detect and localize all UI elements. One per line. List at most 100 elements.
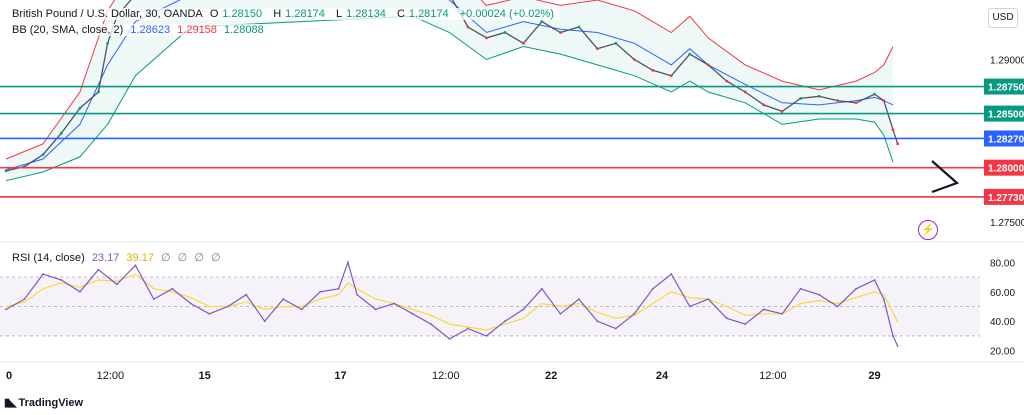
rsi-point: [152, 298, 155, 301]
rsi-point: [319, 290, 322, 293]
rsi-point: [467, 327, 469, 330]
rsi-point: [337, 287, 340, 290]
rsi-series: [0, 260, 980, 347]
rsi-point: [873, 279, 876, 281]
price-point: [97, 90, 100, 94]
price-tick-label: 1.27500: [990, 218, 1024, 229]
change-value: +0.00024 (+0.02%): [459, 8, 554, 20]
price-point: [706, 63, 710, 67]
currency-button[interactable]: USD: [988, 8, 1018, 28]
level-tag-label: 1.28000: [988, 164, 1024, 175]
level-tag[interactable]: [984, 188, 1024, 205]
rsi-point: [430, 323, 432, 326]
tradingview-logo[interactable]: ▮◣ TradingView: [4, 396, 83, 410]
price-point: [559, 31, 562, 34]
rsi-point: [559, 312, 562, 315]
rsi-label: RSI (14, close): [12, 252, 85, 264]
rsi-point: [688, 305, 691, 308]
rsi-ma-line[interactable]: [5, 273, 899, 331]
rsi-point: [97, 268, 100, 271]
rsi-point: [596, 320, 599, 323]
rsi-point: [651, 287, 654, 290]
rsi-point: [670, 273, 673, 275]
lightning-icon[interactable]: ⚡: [918, 220, 938, 240]
bb-label: BB (20, SMA, close, 2): [12, 24, 124, 36]
rsi-point: [448, 337, 451, 340]
rsi-line[interactable]: [5, 260, 899, 347]
rsi-point: [208, 312, 211, 315]
time-tick-label: 12:00: [432, 370, 460, 382]
bb-legend[interactable]: BB (20, SMA, close, 2) 1.28623 1.29158 1…: [10, 24, 270, 36]
rsi-point: [42, 273, 44, 275]
price-point: [891, 128, 895, 132]
price-point: [522, 41, 525, 45]
bb-lower-line[interactable]: [5, 15, 894, 182]
price-point: [651, 68, 655, 72]
rsi-point: [23, 298, 26, 301]
rsi-point: [781, 312, 784, 315]
rsi-point: [504, 320, 506, 323]
rsi-point: [282, 298, 285, 301]
rsi-point: [356, 293, 359, 296]
rsi-point: [818, 293, 821, 296]
rsi-point: [882, 298, 885, 301]
rsi-point: [855, 287, 857, 290]
rsi-extra-1: ∅: [161, 252, 171, 264]
rsi-point: [346, 261, 349, 264]
rsi-extra-2: ∅: [177, 252, 188, 264]
price-point: [799, 97, 803, 100]
rsi-point: [614, 327, 617, 330]
arrow-annotation[interactable]: [931, 160, 960, 194]
rsi-point: [60, 279, 63, 281]
rsi-point: [577, 298, 580, 301]
rsi-extra-3: ∅: [194, 252, 204, 264]
symbol-label[interactable]: British Pound / U.S. Dollar, 30, OANDA: [12, 8, 203, 20]
rsi-point: [115, 283, 118, 286]
rsi-legend[interactable]: RSI (14, close) 23.17 39.17 ∅ ∅ ∅ ∅: [10, 251, 227, 264]
price-point: [595, 47, 599, 51]
bb-upper-value: 1.29158: [177, 24, 217, 36]
level-tag[interactable]: [984, 105, 1024, 122]
price-point: [762, 103, 766, 107]
tradingview-icon: ▮◣: [4, 397, 16, 409]
price-point: [882, 99, 886, 103]
low-value: L 1.28134: [335, 8, 386, 20]
bb-basis-line[interactable]: [5, 0, 894, 171]
time-tick-label: 29: [868, 370, 880, 382]
price-pane[interactable]: [0, 0, 980, 240]
level-tag[interactable]: [984, 130, 1024, 147]
time-tick-label: 12:00: [759, 370, 787, 382]
price-point: [669, 74, 673, 78]
time-tick-label: 17: [334, 370, 346, 382]
price-point: [503, 31, 507, 34]
price-tick-label: 1.29000: [990, 56, 1024, 67]
rsi-point: [5, 308, 7, 311]
price-point: [743, 90, 747, 94]
time-tick-label: 22: [545, 370, 557, 382]
rsi-value: 23.17: [91, 252, 120, 264]
rsi-point: [799, 287, 802, 290]
open-value: O 1.28150: [209, 8, 263, 20]
level-tag[interactable]: [984, 78, 1024, 95]
rsi-point: [707, 298, 710, 301]
price-point: [896, 142, 900, 146]
rsi-ma-value: 39.17: [126, 252, 154, 264]
price-point: [632, 58, 636, 61]
rsi-point: [762, 308, 765, 311]
price-point: [60, 131, 63, 135]
rsi-tick-label: 20.00: [990, 347, 1015, 358]
level-tag[interactable]: [984, 159, 1024, 176]
price-point: [466, 25, 470, 29]
level-tag-label: 1.27730: [988, 193, 1024, 204]
rsi-tick-label: 40.00: [990, 317, 1015, 328]
price-point: [614, 41, 618, 45]
rsi-point: [393, 302, 395, 305]
bb-lower-value: 1.28088: [223, 24, 264, 36]
rsi-point: [374, 308, 377, 311]
price-point: [873, 92, 876, 96]
rsi-point: [485, 335, 488, 337]
price-point: [854, 101, 858, 105]
rsi-point: [633, 312, 636, 315]
price-point: [106, 41, 110, 45]
